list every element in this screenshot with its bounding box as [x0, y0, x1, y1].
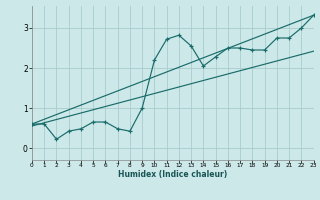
X-axis label: Humidex (Indice chaleur): Humidex (Indice chaleur) [118, 170, 228, 179]
